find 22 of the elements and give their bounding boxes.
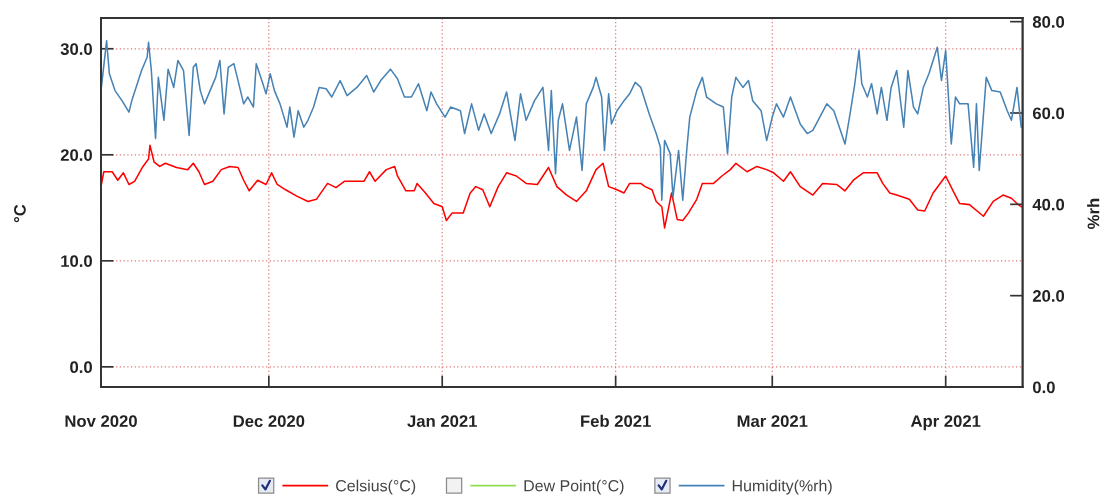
y2-tick-label: 20.0 [1032,290,1065,302]
x-tick-label: Nov 2020 [65,415,137,428]
x-tick-label: Feb 2021 [581,414,651,428]
legend-label: Humidity(%rh) [732,479,832,495]
x-tick-label: Dec 2020 [233,415,305,428]
y2-tick-label: 60.0 [1032,107,1065,120]
x-tick-label: Apr 2021 [910,415,981,431]
line-series [101,144,1022,229]
y2-tick-label: 0.0 [1032,381,1055,394]
y2-tick-label: 40.0 [1032,198,1065,211]
x-tick-label: Mar 2021 [737,415,808,428]
y2-tick-label: 80.0 [1032,16,1065,28]
y-axis-title: °C [14,204,26,223]
y-tick-label: 30.0 [60,43,92,55]
y-tick-label: 20.0 [60,149,92,161]
x-tick-label: Jan 2021 [407,415,477,428]
y-tick-label: 10.0 [61,255,92,268]
legend-label: Dew Point(°C) [524,479,624,495]
line-series [101,40,1022,201]
y2-axis-title: %rh [1087,198,1100,229]
legend-label: Celsius(°C) [336,479,416,495]
y-tick-label: 0.0 [70,361,92,374]
